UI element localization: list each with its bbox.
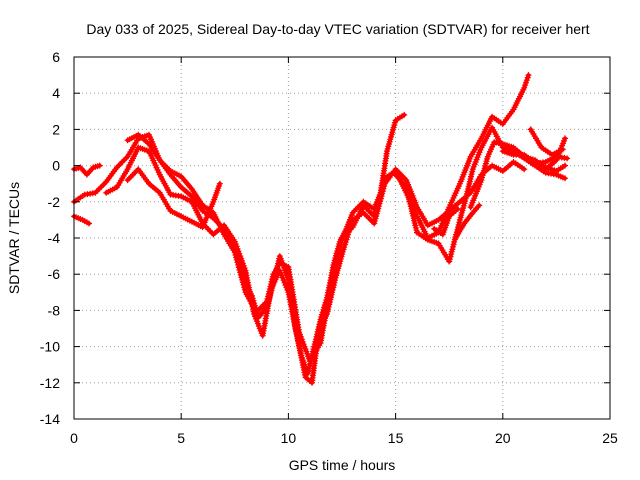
x-tick-label: 10 [281, 430, 297, 446]
series-11 [532, 157, 568, 174]
y-tick-label: 0 [52, 158, 60, 174]
x-tick-label: 25 [602, 430, 618, 446]
series-5 [124, 166, 223, 231]
series-trace [72, 112, 407, 376]
y-axis-tick-labels: -14 -12 -10 -8 -6 -4 -2 0 2 4 6 [40, 49, 60, 427]
series-markers [124, 72, 532, 365]
y-tick-label: -8 [48, 302, 61, 318]
series-markers [124, 166, 223, 231]
series-layer [71, 72, 571, 386]
series-10 [527, 126, 566, 158]
y-axis-title: SDTVAR / TECUs [6, 182, 22, 294]
y-tick-label: -4 [48, 230, 61, 246]
series-markers [527, 126, 566, 158]
x-tick-label: 15 [388, 430, 404, 446]
y-tick-label: 4 [52, 85, 60, 101]
axis-ticks [73, 56, 611, 420]
y-tick-label: -2 [48, 194, 61, 210]
series-markers [452, 202, 483, 241]
series-13 [431, 206, 461, 238]
x-axis-title: GPS time / hours [289, 457, 396, 473]
series-3 [71, 111, 408, 377]
y-tick-label: -6 [48, 266, 61, 282]
x-tick-label: 0 [70, 430, 78, 446]
x-tick-label: 20 [495, 430, 511, 446]
x-axis-tick-labels: 0 5 10 15 20 25 [70, 430, 618, 446]
series-markers [431, 206, 461, 238]
y-tick-label: -14 [40, 411, 60, 427]
y-tick-label: -12 [40, 375, 60, 391]
series-markers [71, 111, 408, 377]
chart-title: Day 033 of 2025, Sidereal Day-to-day VTE… [86, 21, 589, 37]
series-markers [71, 162, 103, 178]
series-1 [71, 162, 103, 178]
x-tick-label: 5 [177, 430, 185, 446]
y-tick-label: 6 [52, 49, 60, 65]
series-12 [452, 202, 483, 241]
series-6 [124, 72, 532, 365]
series-markers [532, 157, 568, 174]
y-tick-label: -10 [40, 339, 60, 355]
y-tick-label: 2 [52, 121, 60, 137]
